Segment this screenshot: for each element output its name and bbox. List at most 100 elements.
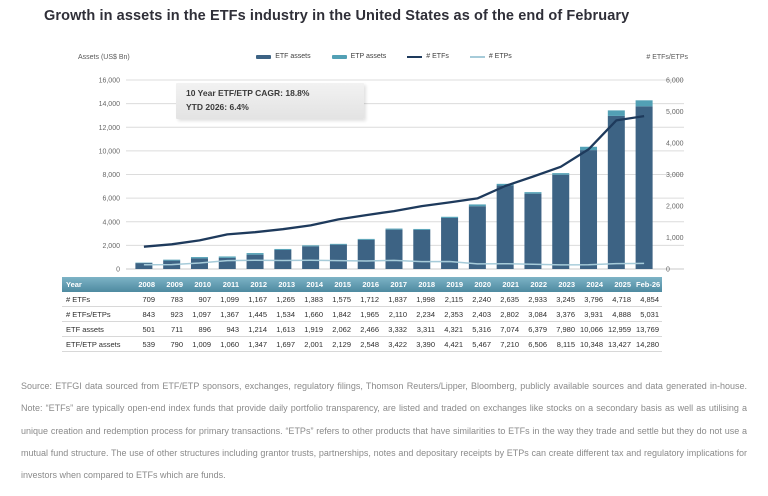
etf-assets-bar <box>468 206 486 269</box>
table-header-cell: 2013 <box>270 277 298 292</box>
table-cell: 843 <box>130 306 158 322</box>
table-cell: 1,347 <box>242 336 270 352</box>
etf-assets-bar <box>302 246 320 269</box>
table-cell: 501 <box>130 321 158 337</box>
left-axis-tick: 12,000 <box>99 125 121 132</box>
table-header-cell: 2010 <box>186 277 214 292</box>
table-cell: 2,403 <box>466 306 494 322</box>
left-axis-tick: 14,000 <box>99 101 121 108</box>
table-header-cell: 2020 <box>466 277 494 292</box>
table-cell: 10,066 <box>578 321 606 337</box>
table-cell: 7,980 <box>550 321 578 337</box>
table-cell: 3,796 <box>578 292 606 307</box>
right-axis-title: # ETFs/ETPs <box>646 54 688 61</box>
table-cell: 5,467 <box>466 336 494 352</box>
table-cell: 2,802 <box>494 306 522 322</box>
table-cell: 3,084 <box>522 306 550 322</box>
table-cell: 2,129 <box>326 336 354 352</box>
table-cell: 3,390 <box>410 336 438 352</box>
left-axis-title: Assets (US$ Bn) <box>78 54 130 61</box>
etp-assets-bar <box>329 243 347 245</box>
annotation-cagr: 10 Year ETF/ETP CAGR: 18.8% <box>186 88 310 98</box>
table-row: ETF/ETP assets 539 790 1,009 1,060 1,347 1,697… <box>62 336 662 352</box>
table-cell: 4,421 <box>438 336 466 352</box>
table-cell: 14,280 <box>634 336 662 352</box>
table-cell: 5,316 <box>466 321 494 337</box>
table-cell: 896 <box>186 321 214 337</box>
table-header-cell: Year <box>62 277 130 292</box>
table-header-cell: 2011 <box>214 277 242 292</box>
table-cell: 1,837 <box>382 292 410 307</box>
left-axis-tick: 0 <box>116 267 120 274</box>
table-row: ETF assets 501 711 896 943 1,214 1,613 1,919 2,0… <box>62 321 662 337</box>
left-axis-tick: 2,000 <box>102 243 120 250</box>
table-cell: 1,919 <box>298 321 326 337</box>
table-cell: 3,245 <box>550 292 578 307</box>
table-cell: 1,534 <box>270 306 298 322</box>
table-cell: 3,311 <box>410 321 438 337</box>
etp-assets-bar <box>302 245 320 247</box>
row-label-cell: # ETFs/ETPs <box>62 306 130 322</box>
etp-assets-bar <box>441 216 459 218</box>
row-label-cell: # ETFs <box>62 292 130 307</box>
etf-assets-bar <box>246 254 264 269</box>
table-cell: 1,697 <box>270 336 298 352</box>
etp-assets-bar <box>163 259 181 261</box>
table-cell: 3,332 <box>382 321 410 337</box>
table-row: # ETFs/ETPs 843 923 1,097 1,367 1,445 1,534 1,6… <box>62 306 662 322</box>
etf-assets-bar <box>635 106 653 269</box>
etp-assets-bar <box>218 256 236 258</box>
table-header-cell: 2012 <box>242 277 270 292</box>
right-axis-tick: 3,000 <box>666 172 684 179</box>
table-cell: 1,613 <box>270 321 298 337</box>
etf-assets-bar <box>135 263 153 269</box>
etp-assets-bar <box>496 183 514 186</box>
right-axis-tick: 6,000 <box>666 78 684 85</box>
right-axis-tick: 2,000 <box>666 204 684 211</box>
etp-assets-bar <box>274 248 292 250</box>
etp-assets-bar <box>468 204 486 207</box>
page-title: Growth in assets in the ETFs industry in… <box>44 8 630 24</box>
num-etfs-line <box>143 114 645 248</box>
left-axis-tick: 4,000 <box>102 219 120 226</box>
table-cell: 1,214 <box>242 321 270 337</box>
table-cell: 539 <box>130 336 158 352</box>
etf-assets-bar <box>552 174 570 269</box>
table-cell: 943 <box>214 321 242 337</box>
table-cell: 711 <box>158 321 186 337</box>
table-header-cell: 2025 <box>606 277 634 292</box>
table-header-cell: 2008 <box>130 277 158 292</box>
table-cell: 1,842 <box>326 306 354 322</box>
etf-assets-bar <box>607 115 625 269</box>
left-axis-tick: 16,000 <box>99 78 121 85</box>
table-header-cell: Feb-26 <box>634 277 662 292</box>
table-cell: 4,718 <box>606 292 634 307</box>
table-cell: 1,383 <box>298 292 326 307</box>
table-cell: 2,466 <box>354 321 382 337</box>
right-axis-tick: 4,000 <box>666 141 684 148</box>
annotation-box: 10 Year ETF/ETP CAGR: 18.8% YTD 2026: 6.… <box>176 83 364 119</box>
table-cell: 6,379 <box>522 321 550 337</box>
right-axis-tick: 0 <box>666 267 670 274</box>
table-cell: 1,060 <box>214 336 242 352</box>
etf-assets-bar <box>329 244 347 269</box>
table-cell: 2,001 <box>298 336 326 352</box>
num-etps-line <box>143 259 645 266</box>
row-label-cell: ETF/ETP assets <box>62 336 130 352</box>
table-cell: 13,769 <box>634 321 662 337</box>
table-header-cell: 2019 <box>438 277 466 292</box>
table-header-row: Year 2008 2009 2010 2011 2012 2013 2014 2015 2016… <box>62 277 662 292</box>
etf-assets-bar <box>357 239 375 269</box>
left-axis-tick: 10,000 <box>99 148 121 155</box>
etp-assets-bar <box>413 228 431 230</box>
table-cell: 2,240 <box>466 292 494 307</box>
table-cell: 10,348 <box>578 336 606 352</box>
table-header-cell: 2018 <box>410 277 438 292</box>
table-header-cell: 2014 <box>298 277 326 292</box>
table-cell: 3,376 <box>550 306 578 322</box>
table-cell: 6,506 <box>522 336 550 352</box>
etp-assets-bar <box>607 110 625 116</box>
table-cell: 5,031 <box>634 306 662 322</box>
table-header-cell: 2015 <box>326 277 354 292</box>
table-cell: 12,959 <box>606 321 634 337</box>
